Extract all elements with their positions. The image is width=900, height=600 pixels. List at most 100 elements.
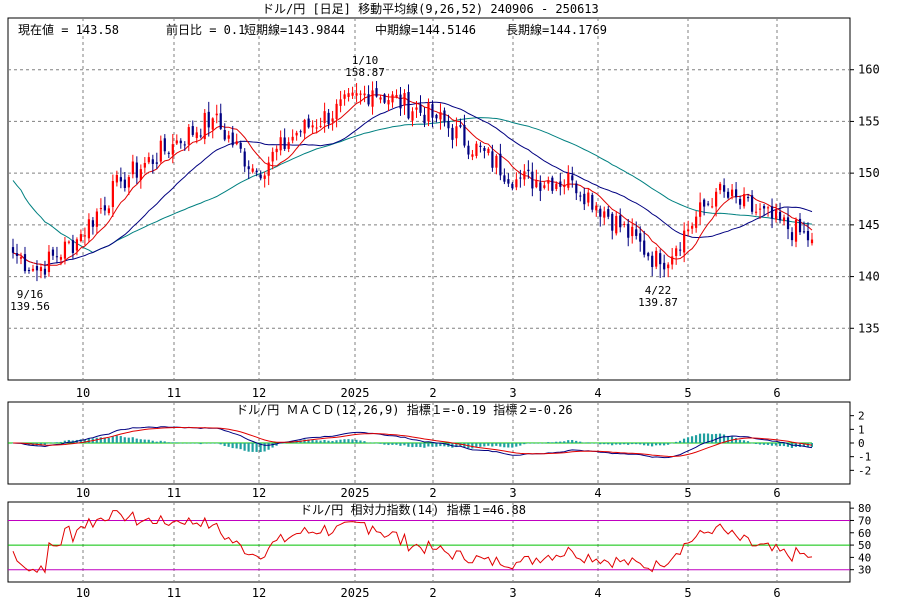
macd-histogram-bar	[666, 443, 670, 445]
macd-histogram-bar	[139, 439, 142, 443]
candle-body	[591, 194, 594, 210]
rsi-tick-label: 80	[858, 502, 871, 515]
macd-histogram-bar	[806, 443, 810, 448]
candle-body	[778, 211, 782, 221]
month-label: 10	[76, 386, 90, 400]
candle-body	[255, 170, 258, 173]
candle-body	[275, 148, 278, 153]
candle-body	[579, 195, 582, 197]
candle-body	[679, 249, 682, 251]
candle-body	[271, 151, 274, 162]
candlesticks	[11, 80, 814, 282]
candle-body	[507, 179, 510, 184]
macd-histogram-bar	[303, 439, 306, 443]
candle-body	[223, 130, 226, 140]
candle-body	[699, 202, 702, 217]
macd-histogram-bar	[315, 440, 318, 443]
month-label: 2	[429, 486, 436, 500]
price-panel: 現在値 = 143.58 前日比 = 0.1 短期線=143.9844 中期線=…	[7, 17, 880, 381]
macd-histogram-bar	[435, 443, 438, 447]
candle-body	[563, 185, 566, 188]
long-ma-value: 長期線=144.1769	[506, 22, 607, 37]
macd-histogram-bar	[770, 443, 774, 446]
candle-body	[790, 232, 794, 241]
macd-histogram-bar	[495, 443, 498, 446]
short-ma-value: 短期線=143.9844	[244, 22, 345, 37]
candle-body	[367, 94, 370, 105]
candle-body	[227, 135, 230, 139]
candle-body	[339, 99, 342, 106]
candle-body	[611, 213, 614, 231]
candle-body	[323, 111, 326, 124]
candle-body	[219, 113, 222, 129]
macd-histogram-bar	[579, 441, 582, 443]
macd-histogram-bar	[591, 443, 594, 444]
candle-body	[247, 166, 250, 170]
candle-body	[251, 168, 254, 172]
candle-body	[115, 175, 118, 183]
candle-body	[443, 110, 446, 123]
candle-body	[479, 145, 482, 147]
macd-tick-label: -1	[858, 451, 871, 464]
candle-body	[315, 127, 318, 129]
candle-body	[691, 225, 694, 229]
macd-histogram-bar	[279, 443, 282, 444]
macd-histogram-bar	[706, 433, 710, 443]
x-axis-labels-rsi: 10 11 12 2025 2 3 4 5 6	[76, 586, 781, 600]
macd-histogram-bar	[271, 443, 274, 448]
candle-body	[527, 169, 530, 172]
macd-histogram-bar	[599, 443, 602, 445]
macd-histogram-bar	[674, 441, 678, 443]
macd-histogram-bar	[175, 442, 178, 443]
macd-histogram-bar	[183, 443, 186, 444]
macd-histogram-bar	[187, 442, 190, 444]
month-label: 3	[509, 586, 516, 600]
annotation-date: 1/10	[352, 54, 379, 67]
macd-histogram-bar	[603, 443, 606, 445]
candle-body	[415, 107, 418, 110]
candle-body	[51, 249, 55, 256]
macd-histogram-bar	[726, 435, 730, 443]
candle-body	[455, 126, 458, 139]
candle-body	[91, 220, 94, 227]
candle-body	[119, 177, 122, 182]
macd-histogram-bar	[135, 438, 138, 443]
candle-body	[43, 268, 47, 275]
candle-body	[719, 183, 722, 191]
macd-histogram-bar	[335, 440, 338, 443]
macd-histogram-bar	[171, 442, 174, 443]
candle-body	[171, 144, 174, 155]
macd-histogram-bar	[631, 443, 634, 445]
macd-histogram-bar	[686, 437, 690, 443]
candle-body	[259, 174, 262, 179]
month-label: 10	[76, 486, 90, 500]
macd-histogram-bar	[527, 443, 530, 444]
month-label: 3	[509, 486, 516, 500]
macd-histogram-bar	[243, 443, 246, 451]
candle-body	[395, 94, 398, 98]
candle-body	[603, 211, 606, 218]
macd-histogram-bar	[694, 435, 698, 443]
candle-body	[155, 162, 158, 164]
macd-histogram-bar	[635, 443, 638, 445]
candle-body	[503, 175, 506, 182]
macd-histogram-bar	[219, 443, 222, 445]
macd-histogram-bar	[107, 437, 110, 443]
candle-body	[651, 255, 654, 268]
macd-histogram-bar	[99, 437, 102, 443]
candle-body	[103, 205, 106, 211]
macd-histogram-bar	[762, 443, 766, 445]
candle-body	[551, 177, 554, 191]
candle-body	[738, 198, 742, 205]
candle-body	[746, 197, 750, 199]
candle-body	[683, 230, 686, 253]
candle-body	[711, 206, 714, 208]
macd-histogram-bar	[451, 443, 454, 448]
macd-histogram-bar	[678, 440, 682, 443]
candle-body	[451, 127, 454, 140]
macd-histogram-bar	[411, 443, 414, 448]
macd-histogram-bar	[223, 443, 226, 447]
macd-histogram-bar	[774, 443, 778, 446]
macd-histogram-bar	[559, 441, 562, 443]
macd-histogram-bar	[211, 443, 214, 444]
